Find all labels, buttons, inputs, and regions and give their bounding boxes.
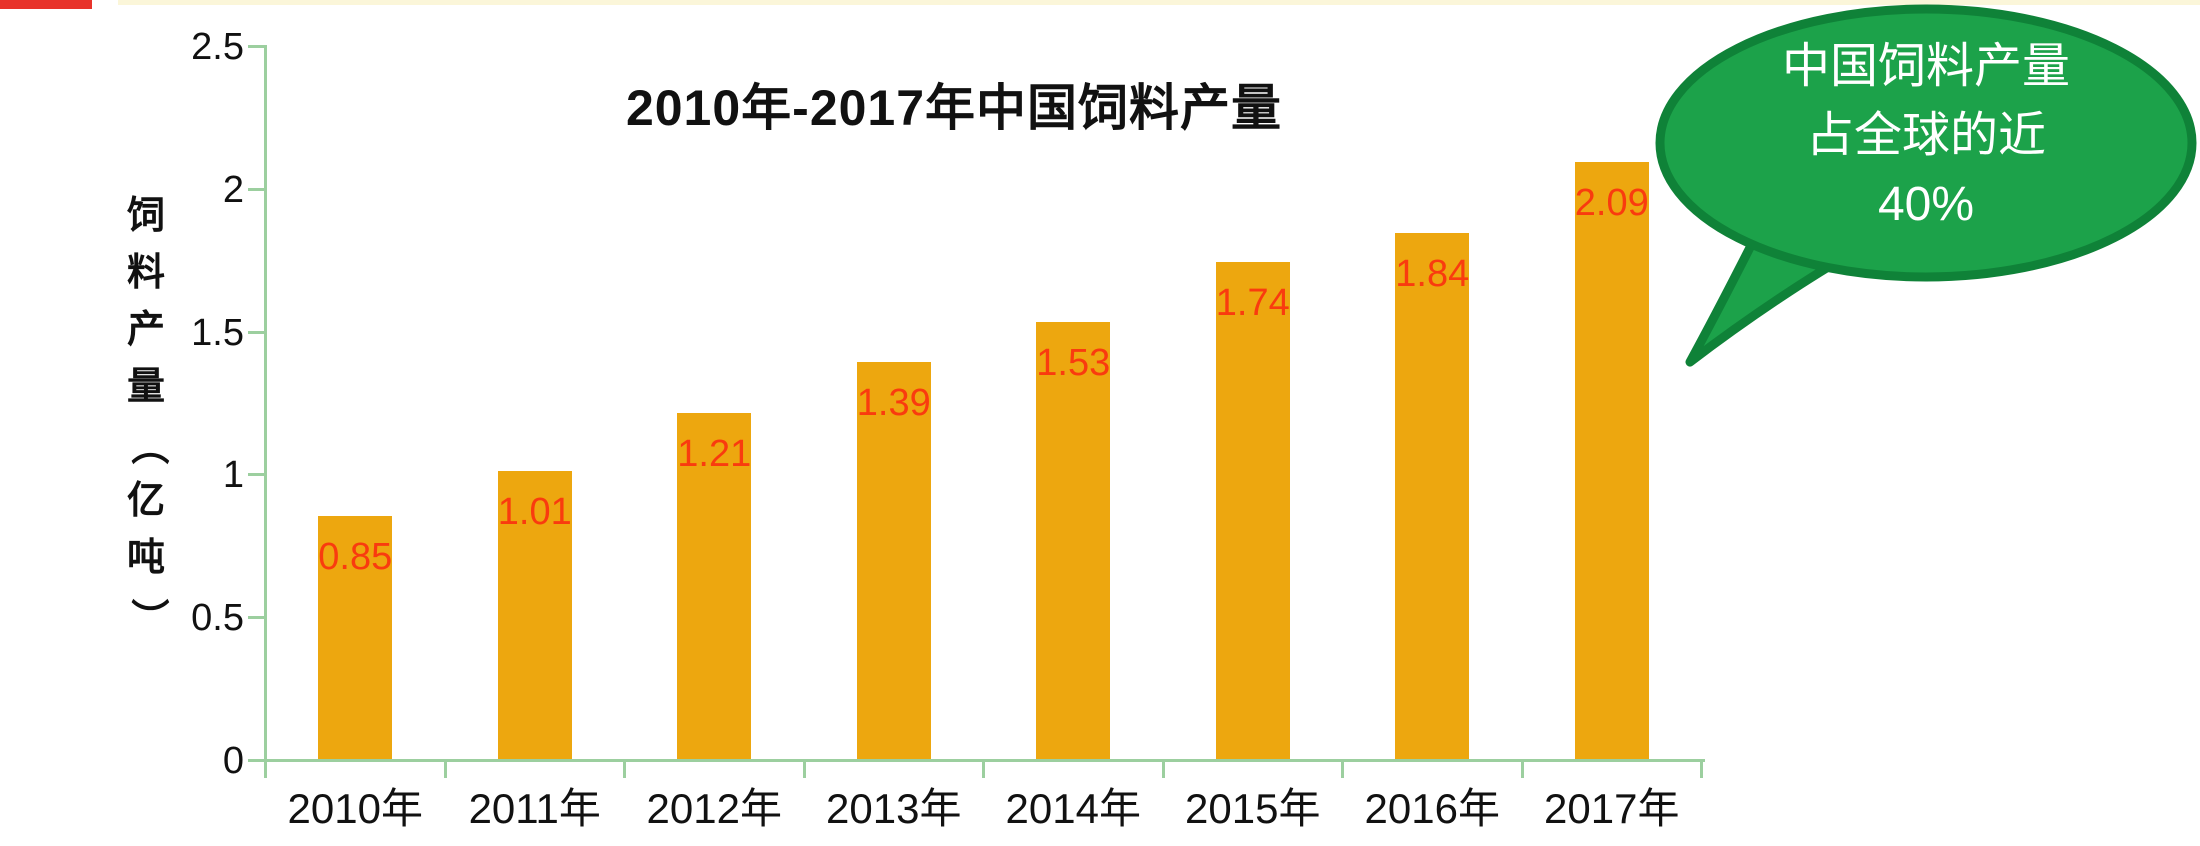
x-axis-tick [1341,759,1344,778]
bar-2014年 [1036,322,1111,759]
bar-value-label: 1.21 [677,433,752,476]
y-axis-line [264,45,267,762]
y-axis-title-char: 亿 [126,480,165,522]
callout-bubble [1655,4,2197,367]
y-axis-title-char: 料 [126,252,165,294]
y-tick-label: 0 [222,740,244,782]
x-category-label: 2016年 [1364,785,1500,832]
y-axis-tick [248,473,267,477]
callout-line-3: 40% [1877,178,1975,231]
y-tick-label: 2.5 [191,26,244,68]
y-tick-label: 0.5 [191,597,244,640]
x-axis-tick [1700,759,1703,778]
y-axis-tick [248,187,267,191]
y-axis-title-char: 产 [126,309,165,351]
x-category-label: 2013年 [826,785,962,832]
bar-2011年 [497,470,572,759]
x-category-label: 2012年 [646,785,782,832]
y-axis-title-char: 吨 [126,537,165,579]
bar-value-label: 1.53 [1036,342,1111,385]
bar-value-label: 1.39 [856,382,931,425]
bar-2012年 [677,413,752,759]
x-category-label: 2010年 [287,785,423,832]
x-axis-tick [1161,759,1165,778]
bar-2010年 [318,516,393,759]
bar-value-label: 1.01 [497,490,572,533]
x-axis-tick [802,759,806,778]
callout-line-1: 中国饲料产量 [1781,40,2070,93]
callout-line-2: 占全球的近 [1805,109,2046,162]
bar-value-label: 1.84 [1395,253,1470,296]
x-category-label: 2011年 [468,785,601,832]
bar-2013年 [856,362,931,759]
y-tick-label: 1 [222,454,244,497]
bar-value-label: 2.09 [1574,182,1649,225]
x-axis-tick [264,759,267,778]
y-axis-tick [248,45,267,48]
top-border-line [118,0,2200,5]
chart-title: 2010年-2017年中国饲料产量 [625,80,1283,136]
callout-bubble-body [1655,4,2197,282]
y-tick-label: 2 [222,168,244,211]
x-axis-tick [623,759,626,778]
x-category-label: 2014年 [1005,785,1141,832]
y-axis-tick [248,616,267,620]
x-axis-tick [1520,759,1524,778]
bar-2017年 [1574,162,1649,759]
y-axis-tick [248,330,267,334]
bar-value-label: 1.74 [1215,282,1290,325]
y-tick-label: 1.5 [191,311,244,354]
y-axis-tick [248,759,267,762]
y-axis-title-char: 饲 [126,195,165,237]
bar-2016年 [1395,233,1470,759]
x-category-label: 2017年 [1544,785,1680,832]
bar-value-label: 0.85 [318,536,393,579]
y-axis-title-char: 量 [126,366,165,408]
callout-text: 中国饲料产量 占全球的近 40% [1659,32,2193,239]
x-axis-tick [982,759,985,778]
x-category-label: 2015年 [1185,785,1321,832]
top-left-accent-bar [0,0,92,9]
x-axis-tick [443,759,447,778]
bar-2015年 [1215,262,1290,759]
